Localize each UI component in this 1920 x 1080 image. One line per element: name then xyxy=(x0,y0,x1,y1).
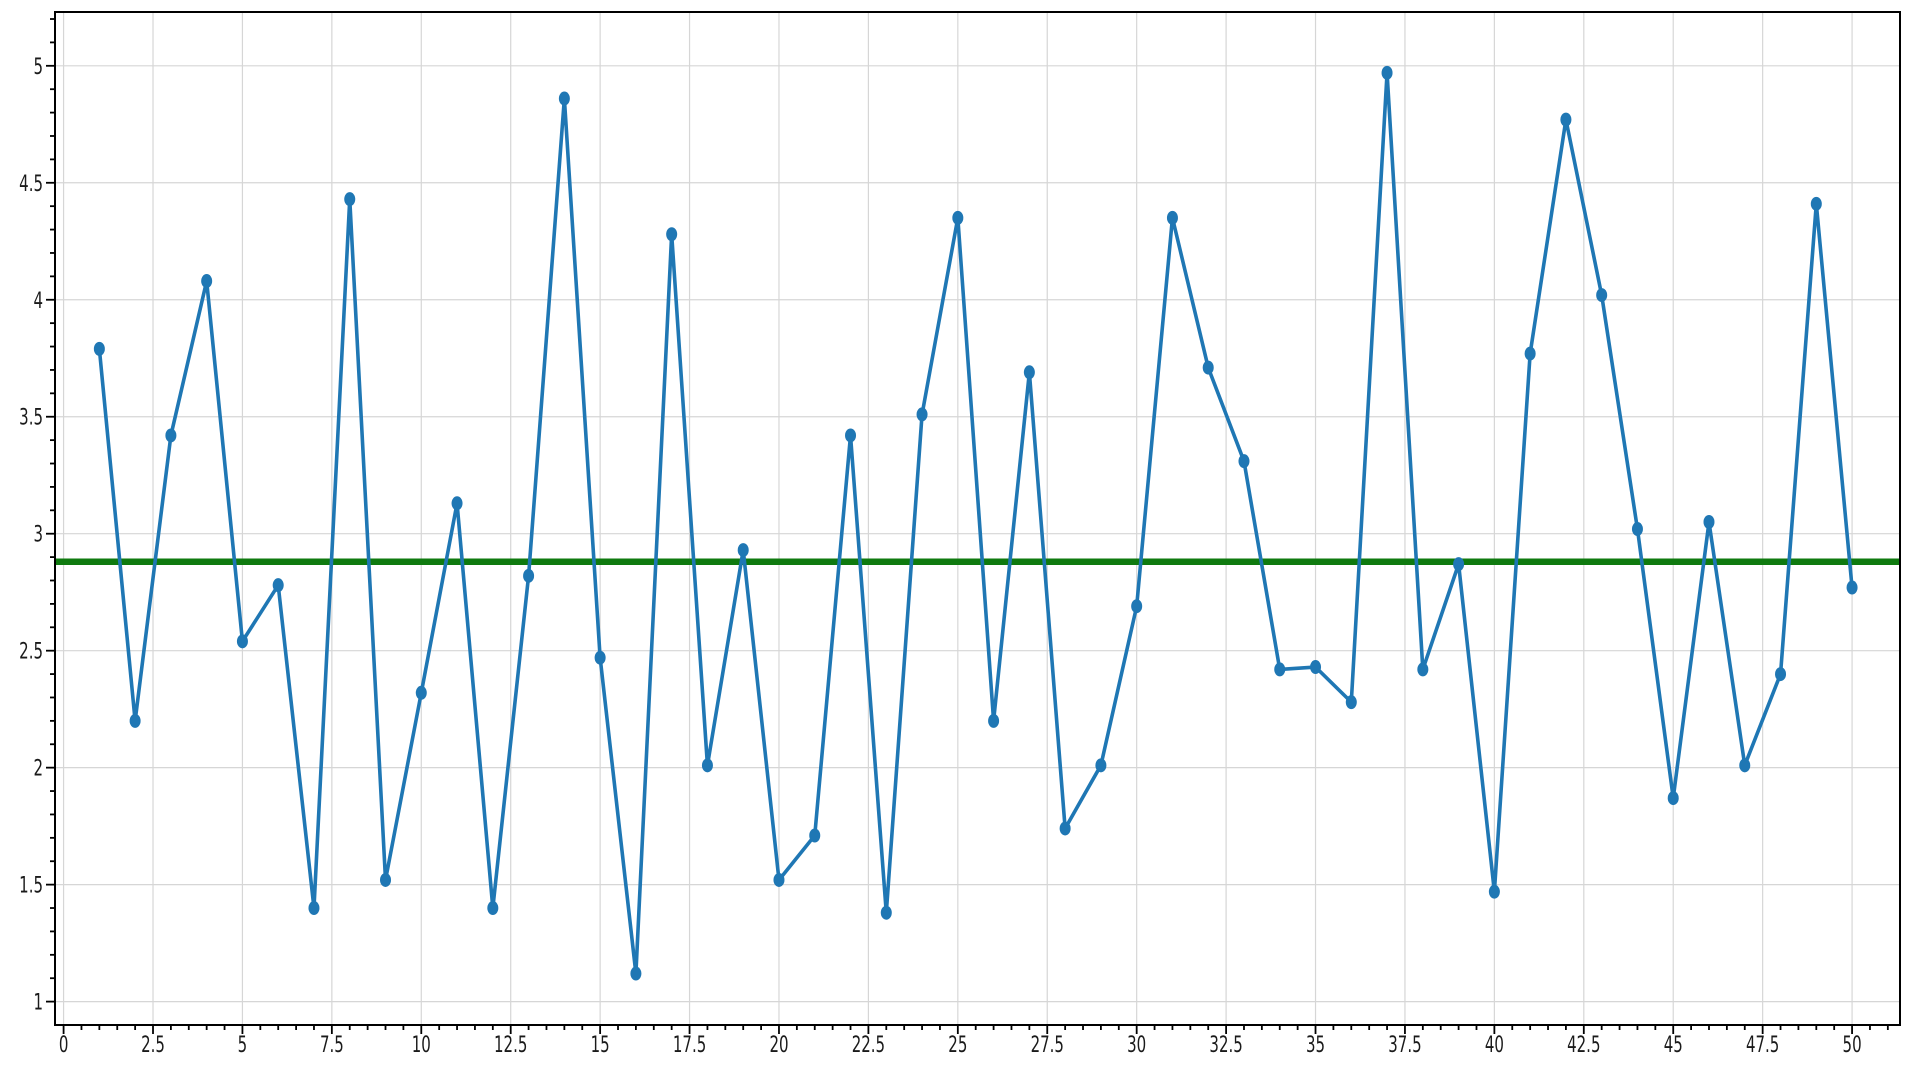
data-point xyxy=(809,828,821,843)
x-tick-label: 17.5 xyxy=(673,1033,706,1058)
data-point xyxy=(1775,667,1787,682)
data-point xyxy=(1596,288,1608,303)
data-point xyxy=(630,966,642,981)
data-point xyxy=(523,568,535,583)
data-point xyxy=(1202,360,1214,375)
x-tick-label: 25 xyxy=(948,1033,967,1058)
y-tick-label: 4.5 xyxy=(19,172,43,197)
y-tick-label: 5 xyxy=(33,55,43,80)
data-point xyxy=(129,713,141,728)
x-tick-label: 45 xyxy=(1664,1033,1683,1058)
x-tick-labels: 0 2.5 5 7.5 10 12.5 15 17.5 20 22.5 25 27.5 30 32.5 35… xyxy=(59,1033,1862,1058)
data-point xyxy=(1166,210,1178,225)
data-point xyxy=(916,407,928,422)
x-tick-label: 35 xyxy=(1306,1033,1325,1058)
data-point xyxy=(558,91,570,106)
x-tick-label: 5 xyxy=(238,1033,248,1058)
data-point xyxy=(1381,65,1393,80)
data-point xyxy=(1095,758,1107,773)
x-tick-label: 2.5 xyxy=(141,1033,165,1058)
data-point xyxy=(272,578,284,593)
data-point xyxy=(93,341,105,356)
data-point xyxy=(666,227,678,242)
data-point xyxy=(1274,662,1286,677)
x-tick-label: 37.5 xyxy=(1388,1033,1421,1058)
x-tick-label: 47.5 xyxy=(1746,1033,1779,1058)
y-tick-label: 4 xyxy=(33,289,43,314)
data-point xyxy=(165,428,177,443)
data-point xyxy=(308,901,320,916)
data-point xyxy=(594,650,606,665)
data-point xyxy=(1417,662,1429,677)
data-point xyxy=(1739,758,1751,773)
data-points xyxy=(93,65,1858,981)
y-tick-label: 2.5 xyxy=(19,640,43,665)
data-point xyxy=(1846,580,1858,595)
x-tick-label: 42.5 xyxy=(1567,1033,1600,1058)
y-tick-label: 1.5 xyxy=(19,874,43,899)
x-tick-label: 7.5 xyxy=(320,1033,344,1058)
y-tick-labels: 1 1.5 2 2.5 3 3.5 4 4.5 5 xyxy=(19,55,43,1015)
x-tick-label: 0 xyxy=(59,1033,69,1058)
data-point xyxy=(1345,695,1357,710)
data-point xyxy=(415,685,427,700)
data-point xyxy=(380,872,392,887)
data-point xyxy=(344,192,356,207)
x-tick-label: 20 xyxy=(769,1033,788,1058)
x-tick-label: 50 xyxy=(1843,1033,1862,1058)
y-tick-label: 1 xyxy=(33,991,43,1016)
data-point xyxy=(1059,821,1071,836)
data-point xyxy=(1667,791,1679,806)
data-point xyxy=(701,758,713,773)
data-point xyxy=(1488,884,1500,899)
data-point xyxy=(880,905,892,920)
data-point xyxy=(737,543,749,558)
x-tick-label: 40 xyxy=(1485,1033,1504,1058)
data-point xyxy=(1238,454,1250,469)
x-tick-label: 32.5 xyxy=(1209,1033,1242,1058)
y-tick-label: 2 xyxy=(33,757,43,782)
data-point xyxy=(1453,557,1465,572)
x-tick-label: 22.5 xyxy=(852,1033,885,1058)
data-point xyxy=(1703,515,1715,530)
data-point xyxy=(1131,599,1143,614)
data-point xyxy=(988,713,1000,728)
data-point xyxy=(201,274,213,289)
data-point xyxy=(773,872,785,887)
data-point xyxy=(1631,522,1643,537)
data-point xyxy=(1810,196,1822,211)
y-tick-label: 3.5 xyxy=(19,406,43,431)
gridlines xyxy=(55,12,1900,1025)
x-tick-label: 30 xyxy=(1127,1033,1146,1058)
data-point xyxy=(451,496,463,511)
data-point xyxy=(487,901,499,916)
x-tick-label: 15 xyxy=(591,1033,610,1058)
x-tick-label: 10 xyxy=(412,1033,431,1058)
y-tick-label: 3 xyxy=(33,523,43,548)
data-line xyxy=(97,71,1854,976)
axis-ticks xyxy=(46,18,1889,1034)
data-point xyxy=(236,634,248,649)
data-point xyxy=(1560,112,1572,127)
data-point xyxy=(1310,660,1322,675)
data-point xyxy=(1524,346,1536,361)
x-tick-label: 27.5 xyxy=(1031,1033,1064,1058)
x-tick-label: 12.5 xyxy=(494,1033,527,1058)
axes-spines xyxy=(54,11,1901,1026)
data-point xyxy=(845,428,857,443)
data-point xyxy=(952,210,964,225)
data-point xyxy=(1023,365,1035,380)
